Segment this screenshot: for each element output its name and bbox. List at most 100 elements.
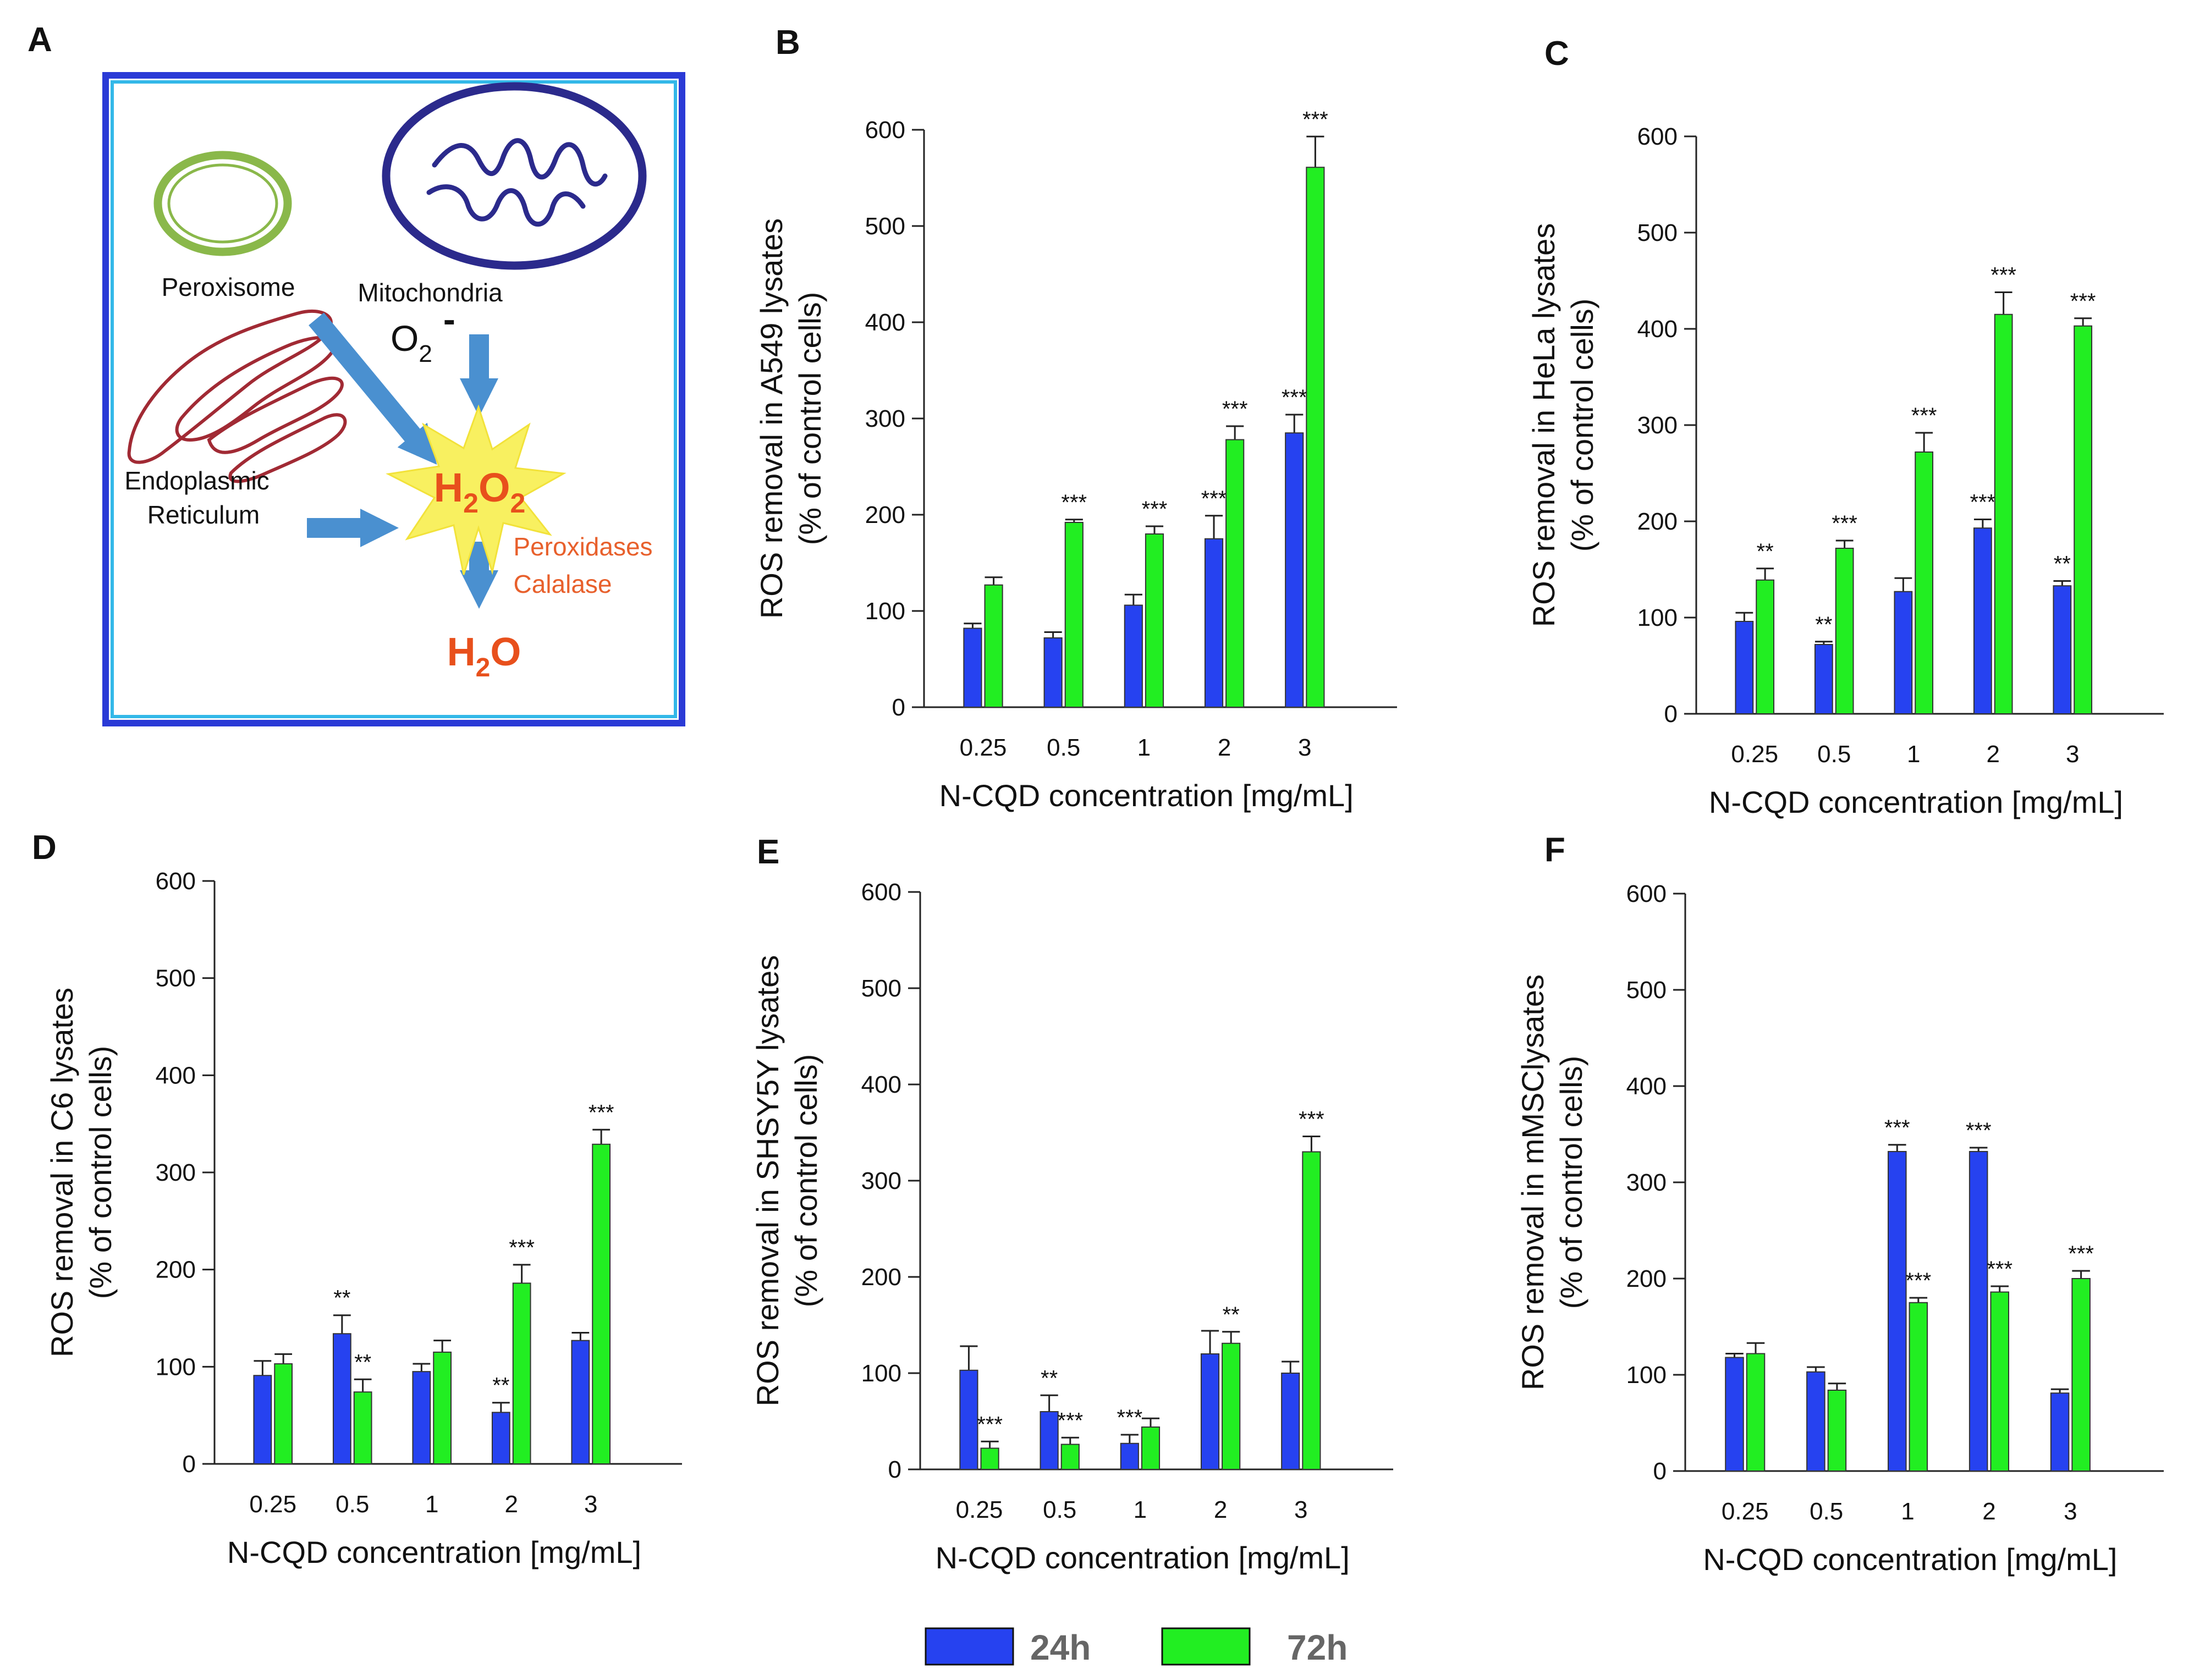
x-tick-label-e: 3 <box>1294 1496 1307 1523</box>
bar-e-72h-0.5 <box>1060 1444 1080 1470</box>
x-tick-label-d: 0.5 <box>336 1491 369 1518</box>
h2o2-sub2: 2 <box>510 488 526 519</box>
significance-c: *** <box>1970 491 1996 515</box>
chart-panel-e: E0100200300400500600***0.25*****0.5***1*… <box>750 833 1393 1575</box>
x-tick-label-c: 2 <box>1987 741 2000 768</box>
h2o2-star-icon <box>386 404 567 575</box>
significance-c: *** <box>1832 511 1857 536</box>
x-axis-label-b: N-CQD concentration [mg/mL] <box>939 778 1354 813</box>
x-tick-label-f: 1 <box>1901 1498 1914 1525</box>
bar-e-72h-3 <box>1302 1151 1321 1470</box>
significance-f: *** <box>1987 1257 2012 1281</box>
y-tick-label-f: 600 <box>1626 880 1667 907</box>
bar-c-72h-2 <box>1994 313 2013 714</box>
bar-c-72h-3 <box>2074 325 2093 714</box>
significance-c: *** <box>2070 289 2096 313</box>
bar-e-24h-0.5 <box>1040 1411 1059 1470</box>
bar-b-24h-0.5 <box>1043 637 1063 708</box>
y-axis-sublabel-b: (% of control cells) <box>793 292 827 546</box>
diagram-inner-frame <box>111 80 677 718</box>
x-tick-label-c: 0.25 <box>1731 741 1778 768</box>
y-tick-label-b: 100 <box>865 598 905 625</box>
bar-b-72h-0.25 <box>984 584 1003 708</box>
bar-d-72h-2 <box>512 1282 531 1464</box>
bar-d-72h-0.25 <box>274 1363 293 1465</box>
y-tick-label-c: 500 <box>1637 219 1678 246</box>
legend-swatch-72h <box>1161 1627 1251 1666</box>
y-tick-label-f: 400 <box>1626 1073 1667 1100</box>
panel-label-d: D <box>32 829 57 867</box>
x-tick-label-c: 0.5 <box>1817 741 1851 768</box>
significance-b: *** <box>1302 107 1328 131</box>
significance-d: *** <box>509 1236 535 1260</box>
legend-label-72h: 72h <box>1287 1628 1348 1667</box>
bar-f-72h-0.25 <box>1746 1353 1766 1472</box>
x-tick-label-d: 2 <box>505 1491 518 1518</box>
h2o2-sub1: 2 <box>463 488 479 519</box>
bar-b-72h-0.5 <box>1064 522 1084 708</box>
y-tick-label-f: 300 <box>1626 1169 1667 1196</box>
y-tick-label-e: 200 <box>861 1264 901 1291</box>
superoxide-subscript: 2 <box>419 340 432 367</box>
significance-c: ** <box>1757 539 1774 564</box>
significance-b: *** <box>1201 487 1227 511</box>
bar-b-72h-1 <box>1145 533 1164 708</box>
bar-c-72h-1 <box>1915 451 1934 714</box>
significance-c: ** <box>1815 613 1832 637</box>
bar-b-24h-3 <box>1285 432 1304 708</box>
bar-f-24h-3 <box>2050 1392 2070 1472</box>
bar-c-24h-0.5 <box>1814 644 1833 714</box>
y-tick-label-d: 400 <box>156 1062 196 1089</box>
y-tick-label-c: 100 <box>1637 604 1678 631</box>
y-tick-label-b: 400 <box>865 309 905 336</box>
panel-label-e: E <box>757 833 779 871</box>
x-axis-label-f: N-CQD concentration [mg/mL] <box>1703 1542 2117 1577</box>
bar-e-24h-2 <box>1200 1353 1220 1470</box>
chart-panel-b: B 0 100 200 300 400 500 600 0.25 *** 0.5 *** 1 *** ***… <box>754 24 1397 813</box>
significance-f: *** <box>2068 1242 2094 1266</box>
significance-e: *** <box>1117 1406 1142 1430</box>
x-axis-label-e: N-CQD concentration [mg/mL] <box>936 1540 1350 1575</box>
peroxisome-icon <box>153 151 292 256</box>
panel-label-c: C <box>1544 35 1569 73</box>
y-tick-label-b: 0 <box>892 694 905 721</box>
y-tick-label-d: 0 <box>183 1451 196 1478</box>
significance-b: *** <box>1222 397 1248 421</box>
bar-e-72h-2 <box>1222 1342 1241 1470</box>
x-tick-label-e: 1 <box>1134 1496 1147 1523</box>
y-tick-label-e: 0 <box>888 1456 901 1483</box>
bar-d-72h-0.5 <box>353 1391 372 1464</box>
legend-label-24h: 24h <box>1030 1628 1091 1667</box>
bar-b-24h-2 <box>1204 538 1224 708</box>
x-tick-label-f: 0.5 <box>1810 1498 1843 1525</box>
y-tick-label-f: 100 <box>1626 1362 1667 1389</box>
bar-f-72h-0.5 <box>1827 1390 1847 1472</box>
x-tick-label-b: 1 <box>1137 734 1151 761</box>
bar-d-24h-0.25 <box>253 1375 272 1465</box>
y-axis-label-e: ROS removal in SHSY5Y lysates <box>750 955 785 1407</box>
significance-d: ** <box>492 1374 509 1398</box>
significance-b: *** <box>1061 491 1087 515</box>
x-axis-label-c: N-CQD concentration [mg/mL] <box>1709 785 2123 819</box>
y-axis-label-c: ROS removal in HeLa lysates <box>1526 223 1561 627</box>
significance-b: *** <box>1142 497 1168 521</box>
significance-e: ** <box>1223 1303 1240 1327</box>
water-h: H <box>447 630 476 674</box>
x-axis-label-d: N-CQD concentration [mg/mL] <box>227 1535 641 1569</box>
enzyme-label-1: Peroxidases <box>513 532 652 561</box>
y-tick-label-f: 0 <box>1653 1458 1667 1485</box>
legend-swatch-24h <box>925 1627 1014 1666</box>
bar-e-24h-0.25 <box>959 1369 978 1470</box>
mitochondria-label: Mitochondria <box>358 278 503 307</box>
x-tick-label-b: 2 <box>1218 734 1231 761</box>
bar-c-24h-0.25 <box>1735 621 1754 714</box>
panel-label-f: F <box>1544 831 1565 869</box>
significance-e: *** <box>1299 1108 1324 1132</box>
bar-f-24h-1 <box>1888 1151 1907 1472</box>
bar-d-24h-1 <box>412 1371 431 1465</box>
y-tick-label-d: 600 <box>156 868 196 895</box>
y-tick-label-e: 400 <box>861 1071 901 1098</box>
bar-b-24h-1 <box>1124 604 1143 708</box>
bar-d-72h-3 <box>592 1143 611 1464</box>
